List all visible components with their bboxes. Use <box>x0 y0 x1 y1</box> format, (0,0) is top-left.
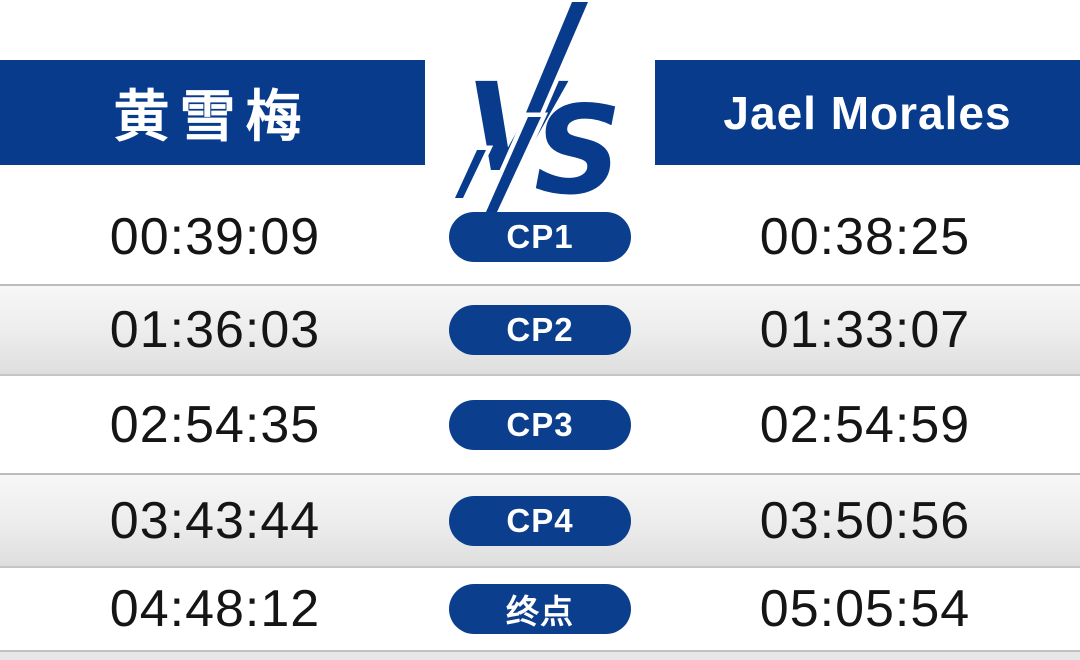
right-time-cp2: 01:33:07 <box>759 301 971 359</box>
vs-lightning-icon: V S <box>447 0 622 222</box>
left-time-cp4: 03:43:44 <box>109 491 321 550</box>
checkpoint-badge-cp1: CP1 <box>449 212 631 262</box>
left-time-finish: 04:48:12 <box>109 580 321 638</box>
checkpoint-badge-cp4: CP4 <box>449 495 631 546</box>
left-time-cp1: 00:39:09 <box>109 208 321 266</box>
footer-strip <box>0 650 1080 660</box>
right-time-cp1: 00:38:25 <box>759 208 971 266</box>
right-time-finish: 05:05:54 <box>759 580 971 638</box>
right-time-cp3: 02:54:59 <box>759 395 971 454</box>
vs-graphic: V S <box>430 0 650 222</box>
checkpoint-badge-cp3: CP3 <box>449 399 631 450</box>
checkpoint-badge-cp2: CP2 <box>449 305 631 355</box>
table-row-finish: 04:48:12 终点 05:05:54 <box>0 568 1080 650</box>
left-time-cp3: 02:54:35 <box>109 395 321 454</box>
lightning-bolt-icon <box>447 0 594 217</box>
right-athlete-name: Jael Morales <box>723 86 1012 139</box>
left-athlete-banner: 黄雪梅 <box>0 60 425 165</box>
table-row-cp4: 03:43:44 CP4 03:50:56 <box>0 473 1080 568</box>
right-athlete-banner: Jael Morales <box>655 60 1080 165</box>
checkpoint-rows: 00:39:09 CP1 00:38:25 01:36:03 CP2 01:33… <box>0 190 1080 650</box>
checkpoint-badge-finish: 终点 <box>449 584 631 634</box>
left-athlete-name: 黄雪梅 <box>113 85 312 148</box>
right-time-cp4: 03:50:56 <box>759 491 971 550</box>
left-time-cp2: 01:36:03 <box>109 301 321 359</box>
table-row-cp1: 00:39:09 CP1 00:38:25 <box>0 190 1080 284</box>
table-row-cp2: 01:36:03 CP2 01:33:07 <box>0 284 1080 376</box>
table-row-cp3: 02:54:35 CP3 02:54:59 <box>0 376 1080 473</box>
